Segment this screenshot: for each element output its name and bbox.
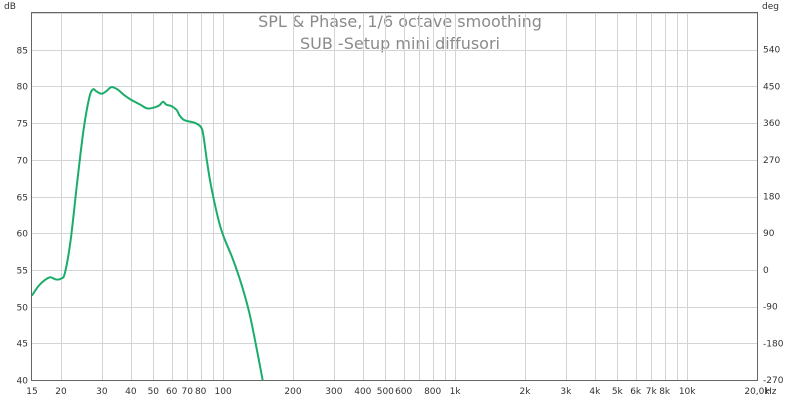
series-layer [31,86,264,381]
x-tick-label: 100 [215,387,232,397]
y-tick-label: 65 [17,194,28,204]
plot-frame [31,12,758,381]
x-tick-label: 800 [424,387,441,397]
x-ticks: 15 20 30 40 50 60 70 80 100 200 300 400 500 600 800 1k 2… [26,387,776,397]
y-tick-label: 45 [17,340,28,350]
x-axis-unit: Hz [765,387,777,397]
x-tick-label: 8k [659,387,671,397]
grid [32,13,758,381]
x-tick-label: 5k [612,387,624,397]
x-tick-label: 10k [679,387,696,397]
y2-tick-label: 360 [763,119,780,129]
y2-tick-label: 90 [763,229,775,239]
x-tick-label: 3k [560,387,572,397]
x-tick-label: 30 [96,387,108,397]
y2-tick-label: -270 [763,376,784,386]
y2-tick-label: 0 [763,266,769,276]
x-tick-label: 600 [395,387,412,397]
x-tick-label: 15 [26,387,37,397]
x-tick-label: 70 [181,387,193,397]
x-tick-label: 300 [325,387,342,397]
x-tick-label: 50 [148,387,160,397]
x-tick-label: 4k [589,387,601,397]
x-tick-label: 20 [55,387,67,397]
y-tick-label: 75 [17,120,28,130]
y2-tick-label: 450 [763,82,780,92]
x-tick-label: 6k [630,387,642,397]
x-tick-label: 1k [450,387,462,397]
y2-tick-label: 180 [763,193,780,203]
y-tick-label: 85 [17,47,28,57]
y-tick-label: 70 [17,157,29,167]
x-tick-label: 500 [377,387,394,397]
x-tick-label: 200 [284,387,301,397]
y-ticks-right: -270 -180 -90 0 90 180 270 360 450 540 [763,46,784,386]
spl-series-line [31,86,264,381]
x-tick-label: 7k [646,387,658,397]
x-tick-label: 400 [354,387,371,397]
chart-subtitle: SUB -Setup mini diffusori [300,34,500,53]
y2-tick-label: 540 [763,46,780,56]
y-tick-label: 50 [17,304,29,314]
y2-tick-label: -180 [763,339,784,349]
y-axis-unit-left: dB [4,2,16,12]
y-ticks-left: 40 45 50 55 60 65 70 75 80 85 [17,47,29,387]
y2-tick-label: -90 [763,303,778,313]
y2-tick-label: 270 [763,156,780,166]
y-tick-label: 60 [17,230,29,240]
x-tick-label: 40 [125,387,137,397]
y-tick-label: 55 [17,267,28,277]
y-tick-label: 80 [17,83,29,93]
x-tick-label: 2k [520,387,532,397]
chart-title: SPL & Phase, 1/6 octave smoothing [258,12,542,31]
y-axis-unit-right: deg [762,2,779,12]
x-tick-label: 20,0k [744,387,770,397]
y-tick-label: 40 [17,377,29,387]
x-tick-label: 60 [166,387,178,397]
x-tick-label: 80 [195,387,207,397]
